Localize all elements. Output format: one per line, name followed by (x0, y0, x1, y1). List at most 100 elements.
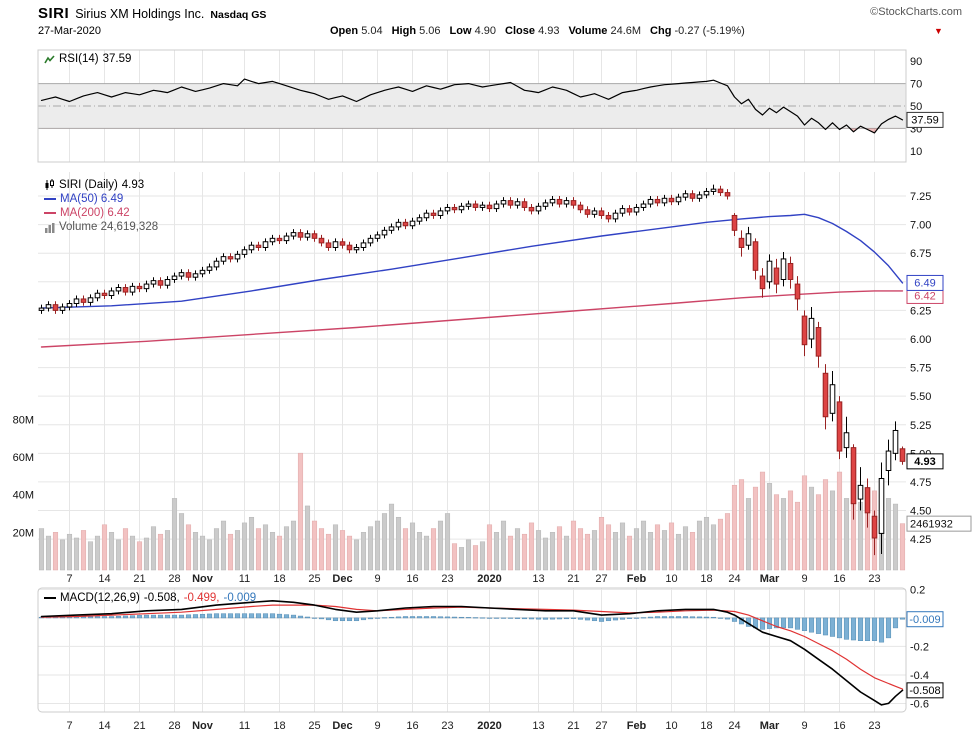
svg-text:21: 21 (567, 573, 579, 585)
svg-text:90: 90 (910, 56, 922, 68)
svg-text:6.49: 6.49 (914, 278, 935, 290)
svg-text:28: 28 (168, 573, 180, 585)
svg-text:-0.6: -0.6 (910, 698, 929, 710)
svg-text:23: 23 (868, 720, 880, 732)
macd-histogram (38, 613, 906, 643)
svg-text:28: 28 (168, 720, 180, 732)
symbol-legend-label: SIRI (Daily) (59, 179, 118, 191)
svg-text:21: 21 (133, 573, 145, 585)
close-readout: Close 4.93 (505, 25, 560, 37)
macd-panel: 0.20.0-0.2-0.4-0.6-0.009-0.508 (37, 584, 944, 713)
quote-row: 27-Mar-2020 Open 5.04 High 5.06 Low 4.90 Cl… (38, 25, 943, 37)
svg-text:Feb: Feb (627, 573, 647, 585)
svg-text:18: 18 (273, 720, 285, 732)
volume-legend: Volume 24,619,328 (59, 221, 159, 233)
svg-text:-0.4: -0.4 (910, 670, 929, 682)
copyright: ©StockCharts.com (870, 6, 962, 18)
svg-text:37.59: 37.59 (911, 115, 939, 127)
svg-text:60M: 60M (13, 452, 34, 464)
svg-text:21: 21 (567, 720, 579, 732)
svg-text:5.75: 5.75 (910, 363, 931, 375)
svg-text:7.25: 7.25 (910, 191, 931, 203)
svg-text:50: 50 (910, 101, 922, 113)
ma50-swatch (44, 198, 56, 200)
svg-text:7.00: 7.00 (910, 220, 931, 232)
macd-line (40, 599, 904, 706)
company-name: Sirius XM Holdings Inc. (75, 7, 205, 21)
svg-text:27: 27 (595, 720, 607, 732)
svg-text:0.2: 0.2 (910, 584, 925, 596)
svg-text:10: 10 (665, 573, 677, 585)
svg-text:13: 13 (532, 573, 544, 585)
macd-legend-label: MACD(12,26,9) (60, 592, 140, 604)
svg-text:-0.2: -0.2 (910, 641, 929, 653)
macd-legend: MACD(12,26,9) -0.508, -0.499, -0.009 (44, 591, 256, 605)
svg-text:18: 18 (700, 573, 712, 585)
svg-text:4.93: 4.93 (914, 456, 935, 468)
ohlc-readout: Open 5.04 High 5.06 Low 4.90 Close 4.93 Volu… (330, 25, 754, 37)
svg-text:11: 11 (239, 573, 250, 585)
svg-text:9: 9 (801, 720, 807, 732)
candlestick-icon (45, 179, 54, 190)
volume-readout: Volume 24.6M (568, 25, 642, 37)
ma200-legend: MA(200) 6.42 (60, 207, 130, 219)
svg-text:Feb: Feb (627, 720, 647, 732)
chart-date: 27-Mar-2020 (38, 25, 101, 37)
svg-text:4.25: 4.25 (910, 534, 931, 546)
volume-bars-icon (45, 222, 55, 233)
symbol-legend-value: 4.93 (121, 179, 145, 191)
symbol: SIRI (38, 5, 70, 22)
svg-text:10: 10 (910, 146, 922, 158)
svg-text:-0.009: -0.009 (909, 614, 940, 626)
svg-text:Mar: Mar (760, 573, 780, 585)
svg-text:2020: 2020 (477, 573, 501, 585)
svg-text:14: 14 (98, 573, 110, 585)
svg-text:6.00: 6.00 (910, 334, 931, 346)
svg-text:7: 7 (66, 720, 72, 732)
svg-text:Nov: Nov (192, 720, 214, 732)
svg-text:14: 14 (98, 720, 110, 732)
macd-swatch (44, 597, 56, 599)
ma200-swatch (44, 212, 56, 214)
hist-legend-value: -0.009 (223, 592, 257, 604)
rsi-line (40, 78, 904, 134)
chg-readout: Chg -0.27 (-5.19%) (650, 25, 745, 37)
svg-text:70: 70 (910, 79, 922, 91)
signal-legend-value: -0.499, (183, 592, 220, 604)
ma50-legend: MA(50) 6.49 (60, 193, 124, 205)
svg-text:25: 25 (308, 720, 320, 732)
rsi-indicator-icon (44, 54, 55, 63)
svg-text:4.75: 4.75 (910, 477, 931, 489)
svg-text:40M: 40M (13, 490, 34, 502)
x-axis-labels-bottom: 7 14 21 28 Nov 11 18 25 Dec 9 16 23 2020 13 21 27 Feb 10 1… (66, 720, 880, 732)
low-readout: Low 4.90 (449, 25, 497, 37)
price-panel: 7.257.006.756.506.256.005.755.505.255.00… (13, 172, 972, 571)
svg-text:20M: 20M (13, 527, 34, 539)
candles (38, 184, 906, 556)
svg-text:21: 21 (133, 720, 145, 732)
svg-text:9: 9 (374, 573, 380, 585)
svg-text:24: 24 (728, 573, 740, 585)
svg-text:24: 24 (728, 720, 740, 732)
svg-text:4.50: 4.50 (910, 506, 931, 518)
price-legend: SIRI (Daily) 4.93 MA(50) 6.49 MA(200) 6.… (44, 178, 158, 234)
svg-text:13: 13 (532, 720, 544, 732)
svg-text:Nov: Nov (192, 573, 214, 585)
svg-text:5.25: 5.25 (910, 420, 931, 432)
svg-text:16: 16 (833, 720, 845, 732)
svg-text:23: 23 (868, 573, 880, 585)
svg-text:6.25: 6.25 (910, 305, 931, 317)
svg-text:18: 18 (273, 573, 285, 585)
rsi-legend-label: RSI(14) (59, 53, 99, 65)
macd-legend-value: -0.508, (143, 592, 180, 604)
svg-text:27: 27 (595, 573, 607, 585)
svg-text:16: 16 (406, 573, 418, 585)
ma50-line (40, 213, 904, 309)
svg-text:7: 7 (66, 573, 72, 585)
svg-text:18: 18 (700, 720, 712, 732)
svg-text:Mar: Mar (760, 720, 780, 732)
svg-text:6.75: 6.75 (910, 248, 931, 260)
